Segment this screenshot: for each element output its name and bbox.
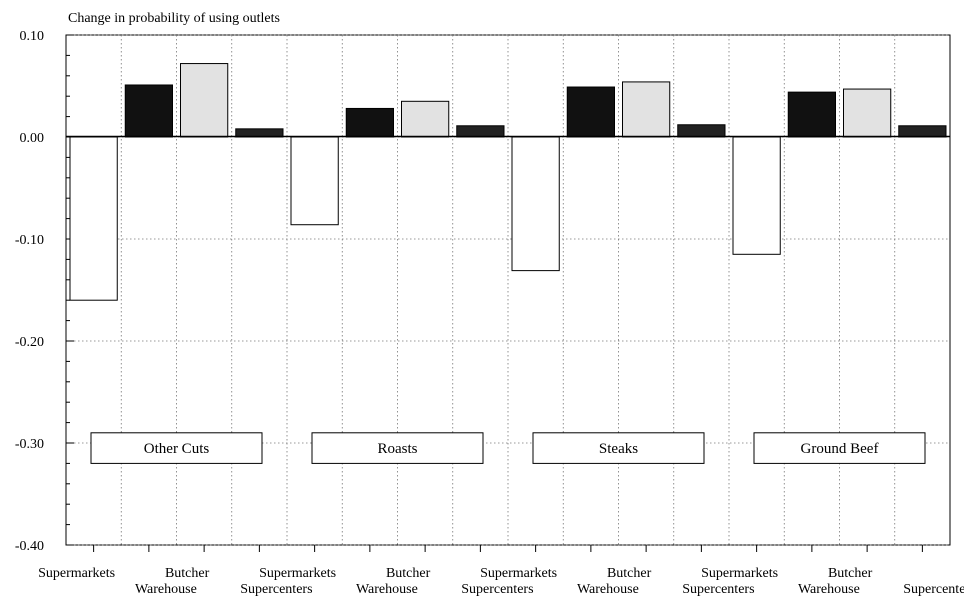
x-tick-label: Warehouse	[135, 582, 197, 597]
bar-supercenters	[677, 124, 726, 138]
bar-supermarkets	[732, 136, 781, 255]
bars	[69, 63, 947, 301]
group-label: Ground Beef	[801, 441, 879, 457]
x-tick-label: Supercenters	[240, 582, 312, 597]
y-tick-label: -0.40	[15, 539, 44, 554]
group-label: Roasts	[377, 441, 417, 457]
bar-supercenters	[456, 125, 505, 138]
x-tick-label: Warehouse	[798, 582, 860, 597]
x-tick-label: Warehouse	[356, 582, 418, 597]
y-tick-label: -0.10	[15, 233, 44, 248]
group-label: Other Cuts	[144, 441, 210, 457]
bar-warehouse	[787, 91, 836, 138]
x-tick-label: Supercenters	[461, 582, 533, 597]
group-label: Steaks	[599, 441, 638, 457]
x-axis: SupermarketsWarehouseButcherSupercenters…	[38, 545, 964, 597]
y-axis: 0.10 0.00 -0.10 -0.20 -0.30 -0.40	[15, 29, 74, 554]
x-tick-label: Supercenters	[903, 582, 964, 597]
bar-warehouse	[345, 107, 394, 138]
x-tick-label: Supercenters	[682, 582, 754, 597]
bar-butcher	[622, 81, 671, 138]
bar-butcher	[843, 88, 892, 138]
x-tick-label: Supermarkets	[38, 566, 115, 581]
group-labels: Other Cuts Roasts Steaks Ground Beef	[90, 432, 926, 464]
bar-butcher	[180, 63, 229, 138]
bar-supermarkets	[290, 136, 339, 226]
x-tick-label: Butcher	[828, 566, 873, 581]
x-tick-label: Supermarkets	[701, 566, 778, 581]
y-tick-label: -0.30	[15, 437, 44, 452]
group-label-box	[532, 432, 705, 464]
bar-supercenters	[898, 125, 947, 138]
x-tick-label: Butcher	[386, 566, 431, 581]
y-tick-label: -0.20	[15, 335, 44, 350]
bar-butcher	[401, 100, 450, 138]
bar-warehouse	[566, 86, 615, 138]
bar-warehouse	[124, 84, 173, 138]
x-tick-label: Butcher	[607, 566, 652, 581]
group-label-box	[753, 432, 926, 464]
group-label-box	[311, 432, 484, 464]
x-tick-label: Supermarkets	[480, 566, 557, 581]
x-tick-label: Supermarkets	[259, 566, 336, 581]
x-tick-label: Warehouse	[577, 582, 639, 597]
y-tick-label: 0.10	[20, 29, 45, 44]
group-label-box	[90, 432, 263, 464]
chart-title: Change in probability of using outlets	[68, 11, 280, 26]
bar-supermarkets	[511, 136, 560, 272]
y-tick-label: 0.00	[20, 131, 45, 146]
x-tick-label: Butcher	[165, 566, 210, 581]
bar-supermarkets	[69, 136, 118, 301]
